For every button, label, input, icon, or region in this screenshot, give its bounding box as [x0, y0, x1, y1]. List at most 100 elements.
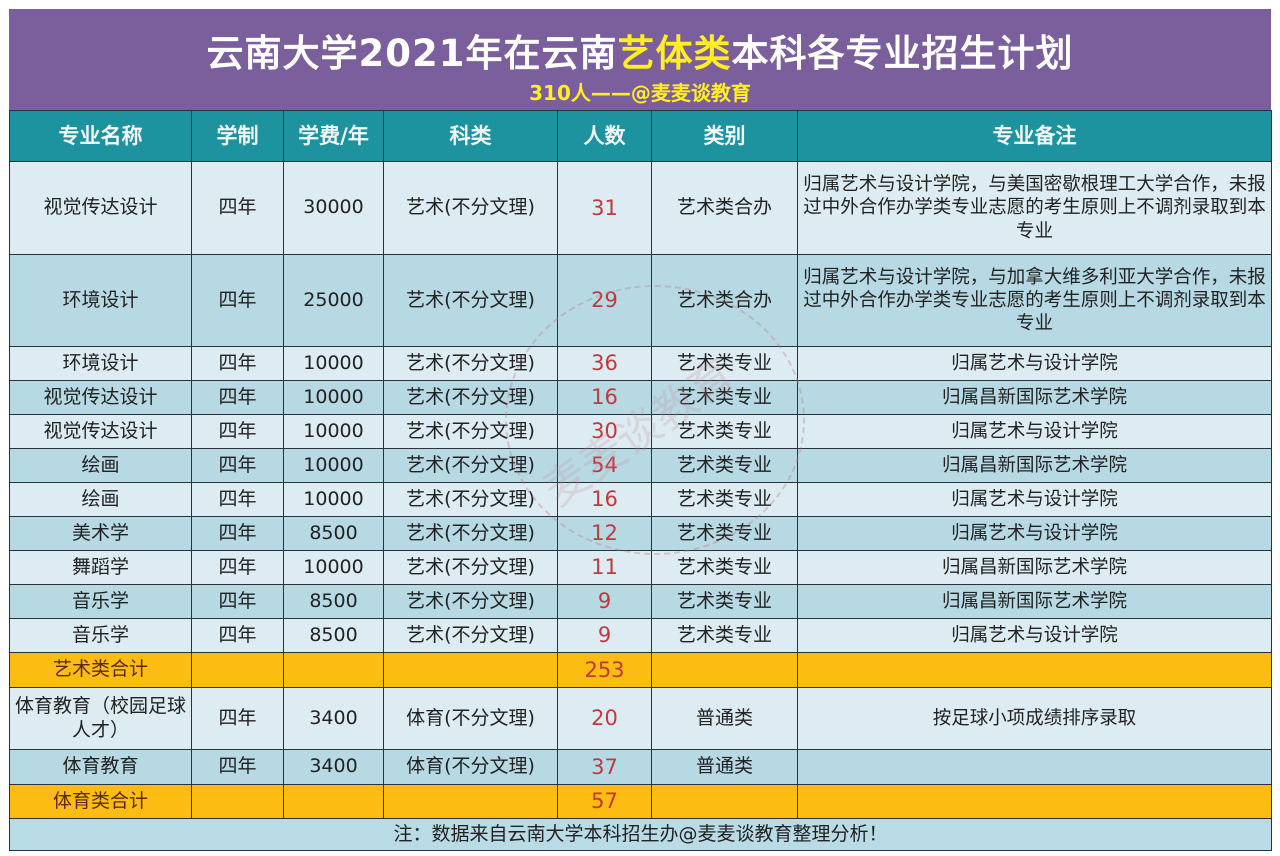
cell-subject: 艺术(不分文理) [383, 346, 558, 381]
cell-fee: 30000 [283, 161, 384, 255]
cell-note: 归属艺术与设计学院 [797, 482, 1272, 517]
cell-category: 艺术类专业 [651, 516, 798, 551]
empty-cell [651, 652, 798, 688]
title-highlight: 艺体类 [617, 32, 732, 75]
cell-note: 归属艺术与设计学院 [797, 414, 1272, 449]
cell-major: 体育教育 [9, 749, 192, 785]
cell-category: 艺术类合办 [651, 161, 798, 255]
cell-major: 环境设计 [9, 254, 192, 347]
cell-duration: 四年 [191, 584, 284, 619]
cell-subject: 艺术(不分文理) [383, 448, 558, 483]
cell-fee: 10000 [283, 380, 384, 415]
cell-duration: 四年 [191, 550, 284, 585]
cell-fee: 10000 [283, 482, 384, 517]
empty-cell [283, 652, 384, 688]
cell-duration: 四年 [191, 380, 284, 415]
cell-subject: 艺术(不分文理) [383, 584, 558, 619]
cell-subject: 艺术(不分文理) [383, 482, 558, 517]
cell-fee: 10000 [283, 414, 384, 449]
cell-fee: 25000 [283, 254, 384, 347]
cell-category: 艺术类专业 [651, 584, 798, 619]
cell-note: 归属艺术与设计学院 [797, 346, 1272, 381]
cell-count: 31 [557, 161, 652, 255]
cell-major: 视觉传达设计 [9, 161, 192, 255]
cell-subject: 艺术(不分文理) [383, 254, 558, 347]
cell-note [797, 749, 1272, 785]
empty-cell [383, 784, 558, 819]
cell-fee: 3400 [283, 687, 384, 750]
table-row: 绘画 四年 10000 艺术(不分文理) 16 艺术类专业 归属艺术与设计学院 [9, 482, 1272, 517]
cell-subject: 艺术(不分文理) [383, 550, 558, 585]
col-header-subject: 科类 [383, 110, 558, 162]
cell-duration: 四年 [191, 414, 284, 449]
table-row: 体育教育 四年 3400 体育(不分文理) 37 普通类 [9, 749, 1272, 785]
cell-fee: 8500 [283, 618, 384, 653]
cell-subject: 艺术(不分文理) [383, 414, 558, 449]
cell-major: 舞蹈学 [9, 550, 192, 585]
empty-cell [797, 784, 1272, 819]
cell-category: 艺术类专业 [651, 414, 798, 449]
cell-major: 绘画 [9, 448, 192, 483]
empty-cell [191, 652, 284, 688]
cell-count: 29 [557, 254, 652, 347]
cell-major: 美术学 [9, 516, 192, 551]
empty-cell [651, 784, 798, 819]
table-row: 音乐学 四年 8500 艺术(不分文理) 9 艺术类专业 归属艺术与设计学院 [9, 618, 1272, 653]
cell-note: 归属昌新国际艺术学院 [797, 380, 1272, 415]
cell-duration: 四年 [191, 687, 284, 750]
cell-count: 20 [557, 687, 652, 750]
cell-fee: 10000 [283, 448, 384, 483]
cell-duration: 四年 [191, 516, 284, 551]
cell-duration: 四年 [191, 346, 284, 381]
table-row: 舞蹈学 四年 10000 艺术(不分文理) 11 艺术类专业 归属昌新国际艺术学… [9, 550, 1272, 585]
empty-cell [797, 652, 1272, 688]
table-row: 音乐学 四年 8500 艺术(不分文理) 9 艺术类专业 归属昌新国际艺术学院 [9, 584, 1272, 619]
cell-duration: 四年 [191, 482, 284, 517]
page-title: 云南大学2021年在云南艺体类本科各专业招生计划 [9, 23, 1271, 77]
page-subtitle: 310人——@麦麦谈教育 [529, 81, 751, 105]
cell-note: 归属艺术与设计学院，与美国密歇根理工大学合作，未报过中外合作办学类专业志愿的考生… [797, 161, 1272, 255]
cell-duration: 四年 [191, 448, 284, 483]
title-prefix: 云南大学2021年在云南 [206, 32, 618, 75]
cell-category: 普通类 [651, 749, 798, 785]
cell-fee: 8500 [283, 516, 384, 551]
cell-note: 按足球小项成绩排序录取 [797, 687, 1272, 750]
cell-category: 艺术类专业 [651, 380, 798, 415]
cell-note: 归属艺术与设计学院，与加拿大维多利亚大学合作，未报过中外合作办学类专业志愿的考生… [797, 254, 1272, 347]
cell-count: 30 [557, 414, 652, 449]
cell-duration: 四年 [191, 254, 284, 347]
cell-major: 绘画 [9, 482, 192, 517]
cell-category: 艺术类专业 [651, 346, 798, 381]
table-header-row: 专业名称 学制 学费/年 科类 人数 类别 专业备注 [9, 110, 1272, 162]
cell-note: 归属昌新国际艺术学院 [797, 448, 1272, 483]
cell-category: 普通类 [651, 687, 798, 750]
col-header-category: 类别 [651, 110, 798, 162]
art-total-label: 艺术类合计 [9, 652, 192, 688]
cell-count: 9 [557, 618, 652, 653]
empty-cell [283, 784, 384, 819]
empty-cell [191, 784, 284, 819]
table-row: 视觉传达设计 四年 10000 艺术(不分文理) 16 艺术类专业 归属昌新国际… [9, 380, 1272, 415]
table-row: 环境设计 四年 25000 艺术(不分文理) 29 艺术类合办 归属艺术与设计学… [9, 254, 1272, 347]
art-total-count: 253 [557, 652, 652, 688]
cell-category: 艺术类专业 [651, 618, 798, 653]
sports-total-label: 体育类合计 [9, 784, 192, 819]
cell-major: 音乐学 [9, 618, 192, 653]
cell-subject: 艺术(不分文理) [383, 161, 558, 255]
cell-count: 9 [557, 584, 652, 619]
cell-fee: 8500 [283, 584, 384, 619]
cell-count: 54 [557, 448, 652, 483]
cell-fee: 10000 [283, 550, 384, 585]
cell-fee: 3400 [283, 749, 384, 785]
art-total-row: 艺术类合计 253 [9, 652, 1272, 688]
cell-count: 16 [557, 380, 652, 415]
cell-subject: 艺术(不分文理) [383, 380, 558, 415]
cell-major: 视觉传达设计 [9, 414, 192, 449]
table-row: 体育教育（校园足球人才） 四年 3400 体育(不分文理) 20 普通类 按足球… [9, 687, 1272, 750]
cell-category: 艺术类专业 [651, 482, 798, 517]
cell-category: 艺术类专业 [651, 448, 798, 483]
col-header-duration: 学制 [191, 110, 284, 162]
cell-subject: 艺术(不分文理) [383, 516, 558, 551]
table-row: 视觉传达设计 四年 30000 艺术(不分文理) 31 艺术类合办 归属艺术与设… [9, 161, 1272, 255]
cell-category: 艺术类专业 [651, 550, 798, 585]
